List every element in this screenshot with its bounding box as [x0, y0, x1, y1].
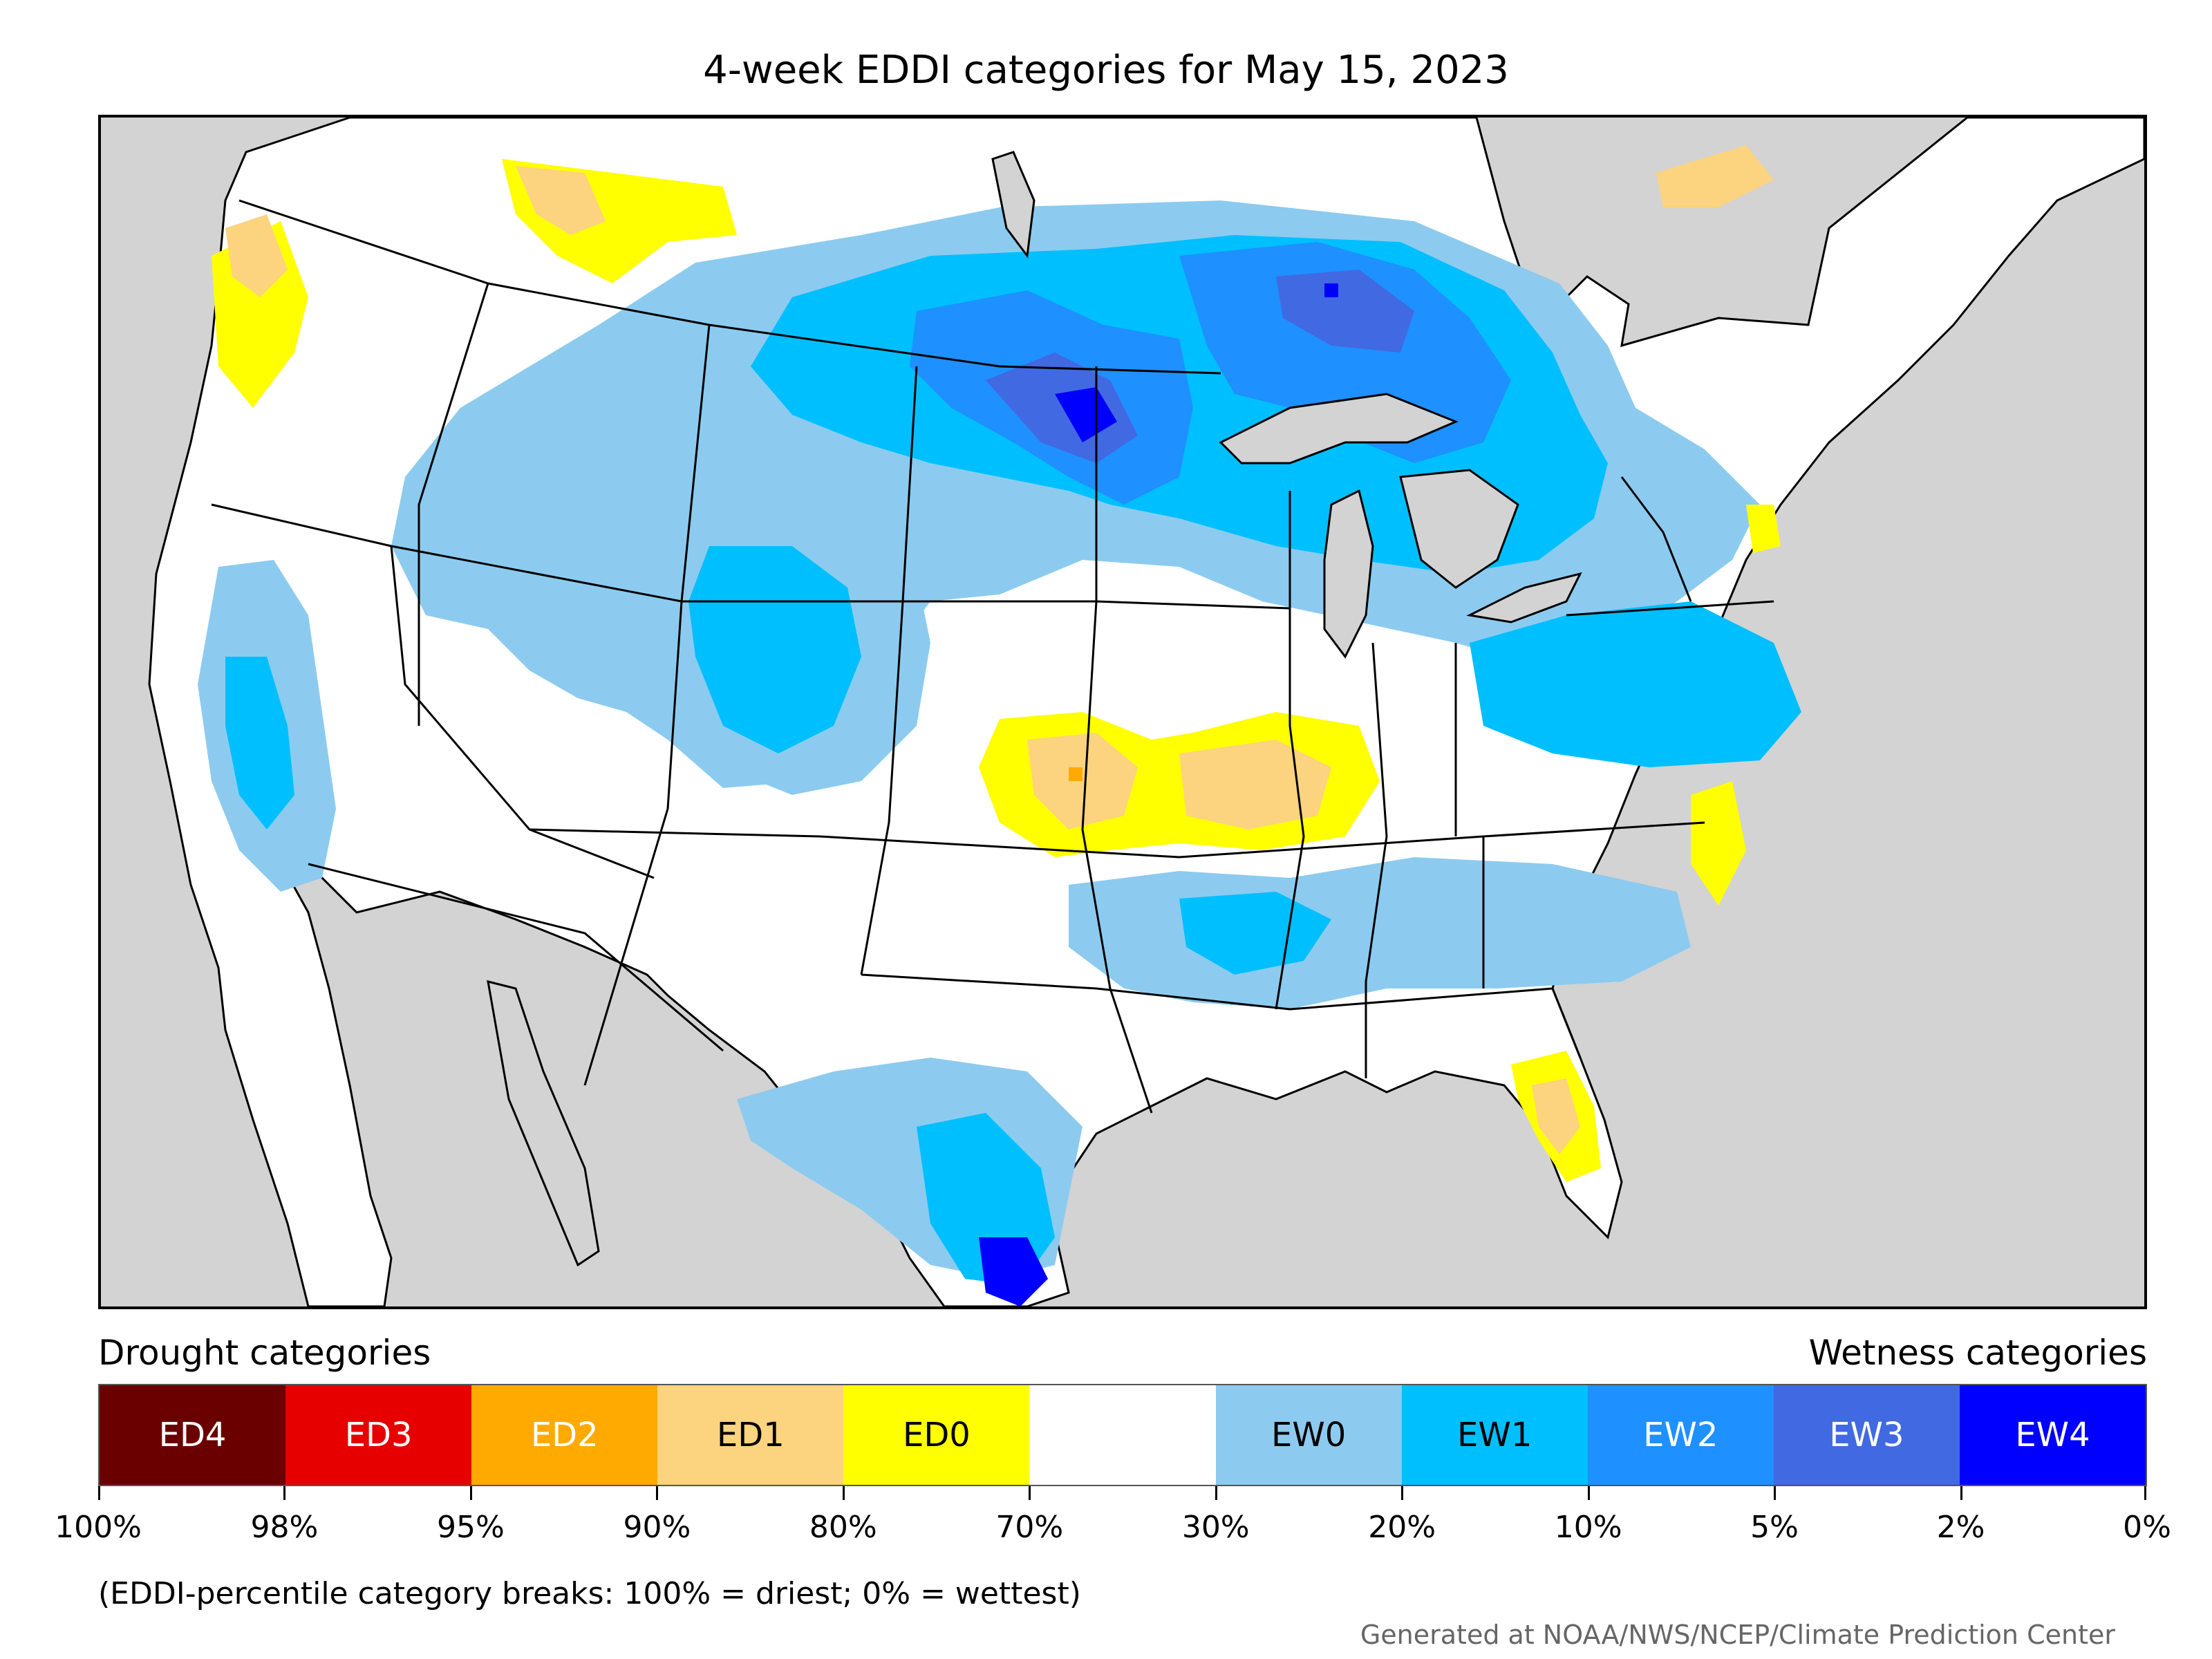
category-swatch: EW1 [1401, 1385, 1588, 1485]
dry-region-eastcoast-ed0 [1691, 505, 1781, 906]
colorbar-tick-label: 5% [1750, 1510, 1799, 1545]
colorbar-tick-label: 80% [809, 1510, 877, 1545]
category-swatch: EW3 [1773, 1385, 1960, 1485]
wet-region-south-central-ew1 [1179, 892, 1331, 975]
lake-superior [1219, 393, 1459, 465]
category-swatch [1029, 1385, 1216, 1485]
category-swatch: ED0 [843, 1385, 1030, 1485]
category-swatch: EW2 [1587, 1385, 1774, 1485]
wet-region-rockies-ew1 [688, 546, 861, 753]
category-swatch: ED3 [285, 1385, 472, 1485]
lake-huron [1399, 469, 1519, 589]
colorbar-tick [283, 1486, 286, 1500]
dry-region-northwest-ed1 [225, 166, 606, 297]
lake-michigan [1323, 489, 1374, 659]
map-canvas [148, 118, 2144, 1306]
colorbar-tick [1774, 1486, 1777, 1500]
wet-region-south-central [1069, 857, 1691, 1009]
colorbar-tick [98, 1486, 100, 1500]
colorbar-tick-label: 2% [1936, 1510, 1985, 1545]
wet-region-ew4-north [1055, 283, 1338, 442]
drought-categories-heading: Drought categories [98, 1333, 431, 1373]
colorbar-tick [1960, 1486, 1962, 1500]
wet-region-california-ew1 [225, 657, 294, 830]
dry-region-florida-ed1 [1532, 1078, 1580, 1154]
wet-region-northeast [1470, 601, 1801, 767]
colorbar-tick [469, 1486, 472, 1500]
colorbar-tick-labels: 100% 98% 95% 90% 80% 70% 30% 20% 10% 5% 2% 0% [55, 1508, 2171, 1550]
category-swatch: EW0 [1215, 1385, 1402, 1485]
colorbar-tick-label: 0% [2123, 1510, 2171, 1545]
colorbar-tick [1029, 1486, 1031, 1500]
map-panel [98, 115, 2147, 1309]
category-colorbar: ED4 ED3 ED2 ED1 ED0 EW0 EW1 EW2 EW3 EW4 [98, 1384, 2147, 1486]
colorbar-tick-label: 95% [437, 1510, 505, 1545]
gulf-of-california [487, 980, 600, 1267]
colorbar-tick-label: 20% [1368, 1510, 1436, 1545]
state-borders [211, 199, 1774, 1114]
category-swatch: ED4 [100, 1385, 286, 1485]
colorbar-tick-label: 30% [1181, 1510, 1250, 1545]
category-swatch: EW4 [1959, 1385, 2146, 1485]
colorbar-tick [1215, 1486, 1217, 1500]
colorbar-tick [1587, 1486, 1590, 1500]
wet-region-texas-ew4 [979, 1237, 1048, 1306]
colorbar-tick-label: 10% [1554, 1510, 1622, 1545]
wetness-categories-heading: Wetness categories [1808, 1333, 2147, 1373]
category-swatch: ED2 [471, 1385, 658, 1485]
colorbar-tick-label: 98% [250, 1510, 319, 1545]
colorbar-tick [656, 1486, 659, 1500]
colorbar-tick-label: 70% [995, 1510, 1064, 1545]
colorbar-tick-label: 100% [55, 1510, 142, 1545]
credit-line: Generated at NOAA/NWS/NCEP/Climate Predi… [1360, 1620, 2115, 1650]
colorbar-tick [1401, 1486, 1404, 1500]
map-title: 4-week EDDI categories for May 15, 2023 [703, 48, 1509, 93]
lake-winnipeg [991, 151, 1035, 259]
percentile-note: (EDDI-percentile category breaks: 100% =… [98, 1576, 1081, 1611]
dry-region-kansas-ed2 [1069, 767, 1082, 781]
lake-erie [1466, 572, 1582, 624]
colorbar-tick [2144, 1486, 2146, 1500]
colorbar-tick-label: 90% [623, 1510, 691, 1545]
category-swatch: ED1 [657, 1385, 844, 1485]
colorbar-ticks [98, 1486, 2147, 1500]
dry-region-kansas-ed1 [1027, 733, 1331, 830]
dry-region-newengland-ed1 [1656, 145, 1774, 207]
colorbar-tick [842, 1486, 845, 1500]
